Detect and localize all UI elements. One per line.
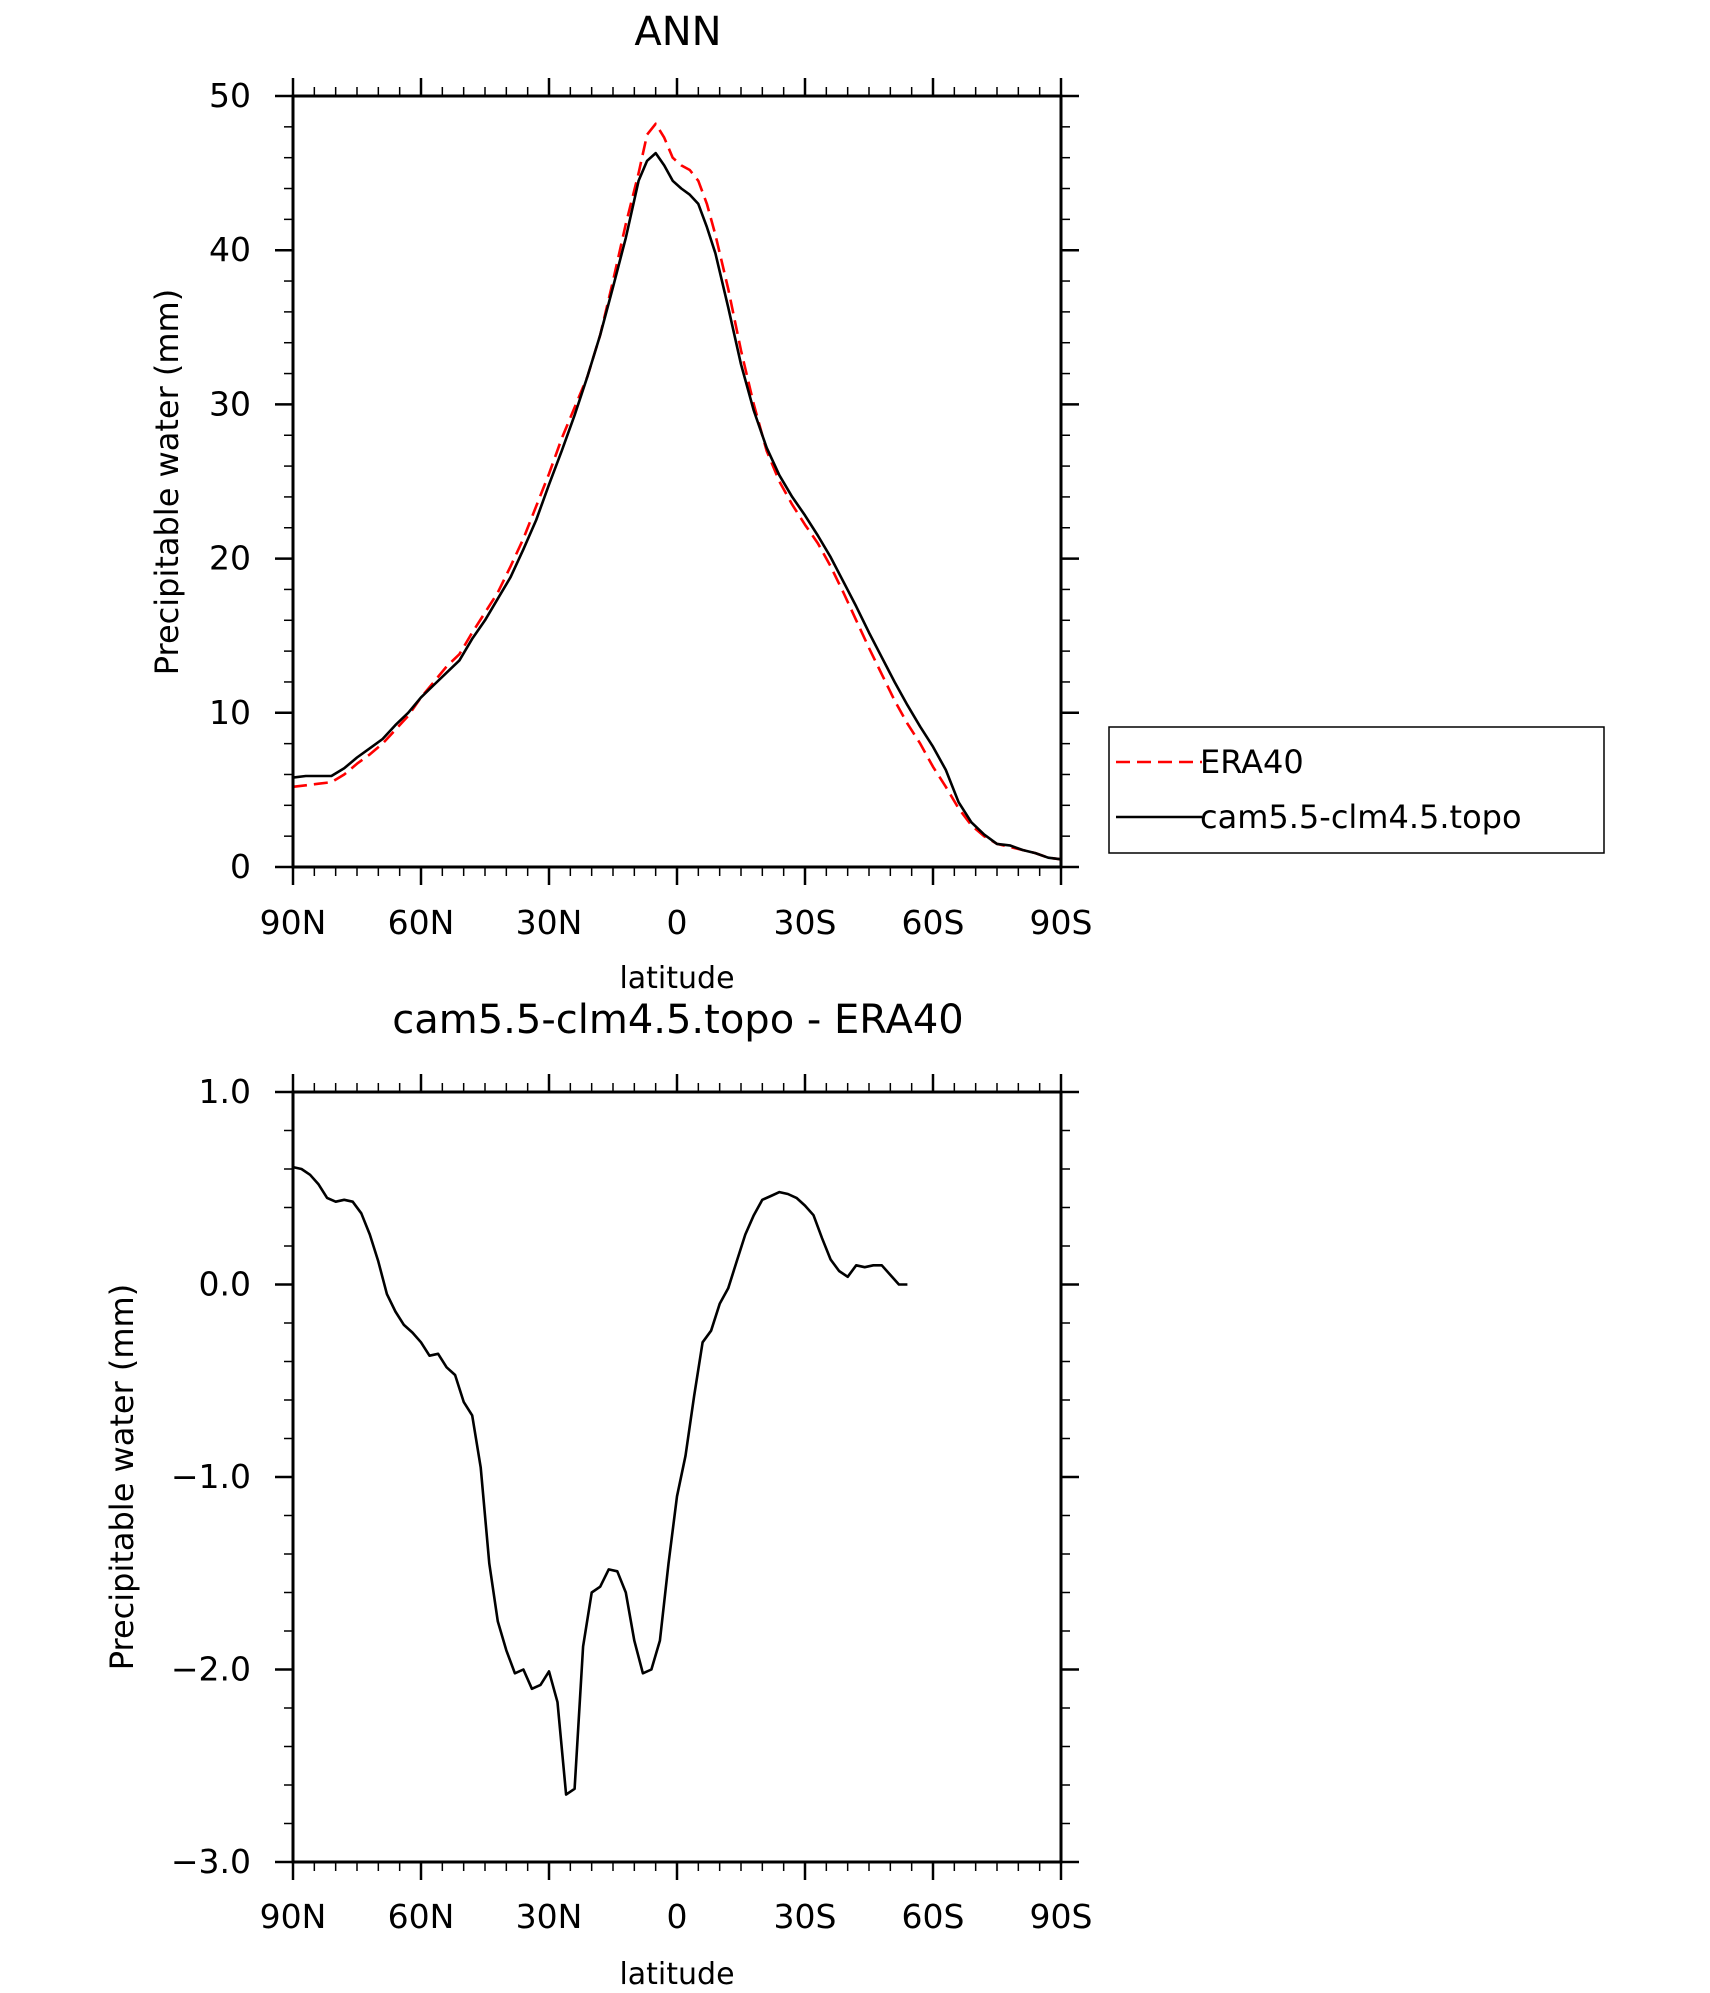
series-line-0-1 (292, 151, 1062, 861)
bottom-panel-y-tick-labels: −3.0 −2.0 −1.0 0.0 1.0 (171, 1072, 251, 1881)
bottom-panel-x-tick-labels: 90N 60N 30N 0 30S 60S 90S (260, 1897, 1093, 1936)
series-line-0-0 (292, 122, 1062, 861)
y-tick-label: −2.0 (171, 1650, 251, 1689)
top-panel-y-tick-labels: 0 10 20 30 40 50 (209, 76, 251, 886)
x-tick-label: 90S (1030, 903, 1093, 942)
top-panel-x-axis-label: latitude (619, 961, 734, 996)
x-tick-label: 30S (774, 903, 837, 942)
bottom-panel-y-axis-label: Precipitable water (mm) (103, 1284, 141, 1670)
top-panel-frame (291, 94, 1063, 869)
y-tick-label: 1.0 (199, 1072, 251, 1111)
bottom-panel-frame (291, 1090, 1063, 1864)
y-tick-label: −3.0 (171, 1842, 251, 1881)
y-tick-label: 40 (209, 230, 251, 269)
legend: ERA40 cam5.5-clm4.5.topo (1108, 726, 1605, 854)
x-tick-label: 90S (1030, 1897, 1093, 1936)
y-tick-label: 30 (209, 384, 251, 423)
bottom-panel-x-axis-label: latitude (619, 1957, 734, 1992)
top-panel-series (292, 122, 1062, 861)
x-tick-label: 60N (388, 1897, 455, 1936)
bottom-panel-ticks (275, 1074, 1079, 1880)
x-tick-label: 30N (516, 1897, 583, 1936)
legend-label-era40: ERA40 (1200, 743, 1304, 781)
bottom-panel: cam5.5-clm4.5.topo - ERA40 90N 60N 30N 0 30S… (103, 997, 1092, 1992)
y-tick-label: 20 (209, 539, 251, 578)
x-tick-label: 0 (667, 1897, 688, 1936)
top-panel-x-tick-labels: 90N 60N 30N 0 30S 60S 90S (260, 903, 1093, 942)
x-tick-label: 90N (260, 1897, 327, 1936)
x-tick-label: 60N (388, 903, 455, 942)
top-panel-y-axis-label: Precipitable water (mm) (148, 289, 186, 675)
x-tick-label: 30N (516, 903, 583, 942)
bottom-panel-title: cam5.5-clm4.5.topo - ERA40 (392, 997, 964, 1043)
top-panel: ANN 90N 60N 30N 0 30S 60S 90S 0 10 20 30 40 50 lati… (148, 9, 1092, 996)
y-tick-label: 0 (230, 847, 251, 886)
x-tick-label: 30S (774, 1897, 837, 1936)
top-panel-ticks (275, 78, 1079, 885)
x-tick-label: 90N (260, 903, 327, 942)
series-line-1-0 (292, 1165, 908, 1796)
x-tick-label: 60S (902, 903, 965, 942)
y-tick-label: 50 (209, 76, 251, 115)
x-tick-label: 0 (667, 903, 688, 942)
legend-label-model: cam5.5-clm4.5.topo (1200, 798, 1522, 836)
legend-box (1108, 726, 1605, 854)
bottom-panel-series (292, 1165, 908, 1796)
y-tick-label: 0.0 (199, 1265, 251, 1304)
y-tick-label: −1.0 (171, 1457, 251, 1496)
y-tick-label: 10 (209, 693, 251, 732)
x-tick-label: 60S (902, 1897, 965, 1936)
top-panel-title: ANN (634, 9, 721, 55)
